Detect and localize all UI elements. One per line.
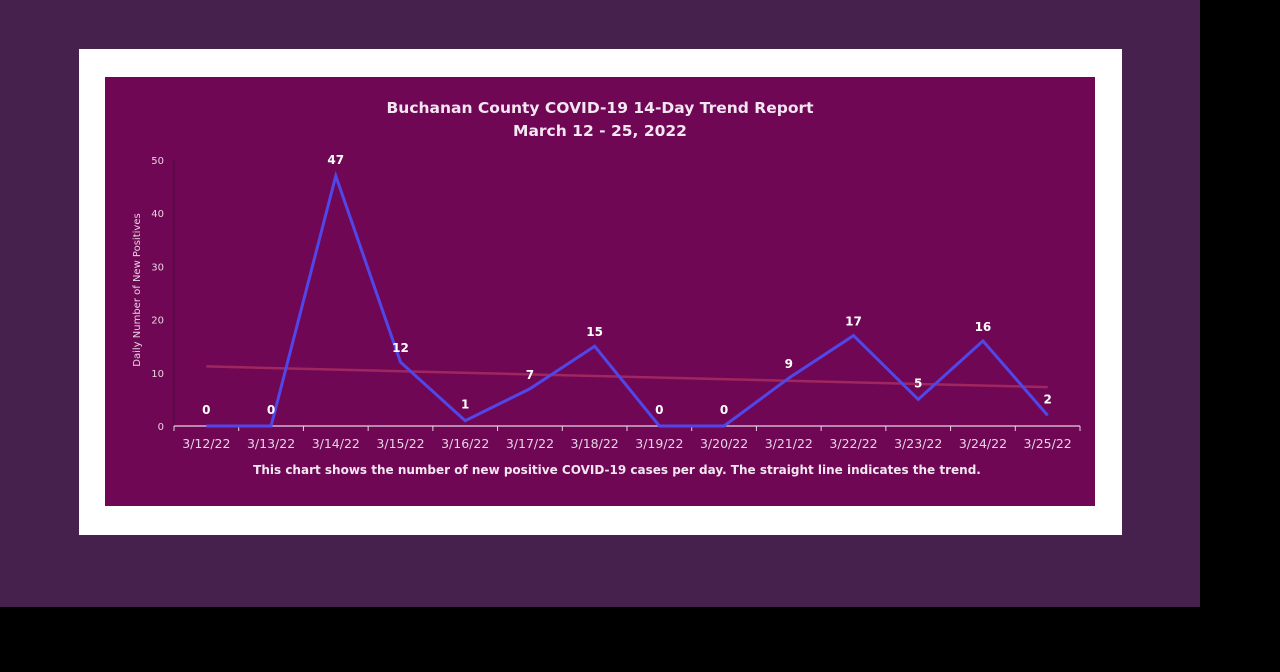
data-label: 1 (461, 398, 469, 412)
chart-panel (105, 77, 1095, 506)
x-tick-label: 3/19/22 (635, 436, 683, 451)
data-label: 0 (655, 403, 663, 417)
chart-caption: This chart shows the number of new posit… (253, 463, 981, 477)
data-label: 0 (720, 403, 728, 417)
y-axis: 0 10 20 30 40 50 (151, 156, 175, 433)
x-tick-label: 3/18/22 (571, 436, 619, 451)
x-tick-label: 3/16/22 (441, 436, 489, 451)
trend-line (206, 365, 1048, 389)
x-tick-label: 3/23/22 (894, 436, 942, 451)
chart-title-line1: Buchanan County COVID-19 14-Day Trend Re… (386, 99, 814, 117)
x-tick-label: 3/12/22 (182, 436, 230, 451)
x-tick-label: 3/13/22 (247, 436, 295, 451)
data-label: 0 (267, 403, 275, 417)
x-tick-label: 3/20/22 (700, 436, 748, 451)
data-label: 47 (327, 153, 344, 167)
chart-title-line2: March 12 - 25, 2022 (513, 122, 687, 140)
data-label: 15 (586, 325, 603, 339)
data-label: 9 (785, 357, 793, 371)
y-tick-label: 50 (151, 156, 164, 167)
x-tick-label: 3/14/22 (312, 436, 360, 451)
y-tick-label: 20 (151, 316, 164, 327)
y-tick-label: 40 (151, 209, 164, 220)
x-tick-label: 3/25/22 (1024, 436, 1072, 451)
x-tick-label: 3/15/22 (376, 436, 424, 451)
x-tick-label: 3/22/22 (829, 436, 877, 451)
x-tick-label: 3/21/22 (765, 436, 813, 451)
chart-title: Buchanan County COVID-19 14-Day Trend Re… (105, 97, 1095, 143)
y-tick-label: 10 (151, 369, 164, 380)
data-label: 16 (975, 320, 992, 334)
x-tick-label: 3/17/22 (506, 436, 554, 451)
y-axis-label: Daily Number of New Positives (132, 213, 143, 366)
data-label: 0 (202, 403, 210, 417)
data-label: 2 (1043, 392, 1051, 406)
x-tick-label: 3/24/22 (959, 436, 1007, 451)
data-label: 12 (392, 341, 409, 355)
data-label: 7 (526, 368, 534, 382)
x-axis: 3/12/22 3/13/22 3/14/22 3/15/22 3/16/22 3/17/… (173, 425, 1081, 451)
y-tick-label: 30 (151, 262, 164, 273)
data-label: 5 (914, 376, 922, 390)
series-line (206, 170, 1049, 428)
y-tick-label: 0 (158, 422, 164, 433)
data-label: 17 (845, 315, 862, 329)
